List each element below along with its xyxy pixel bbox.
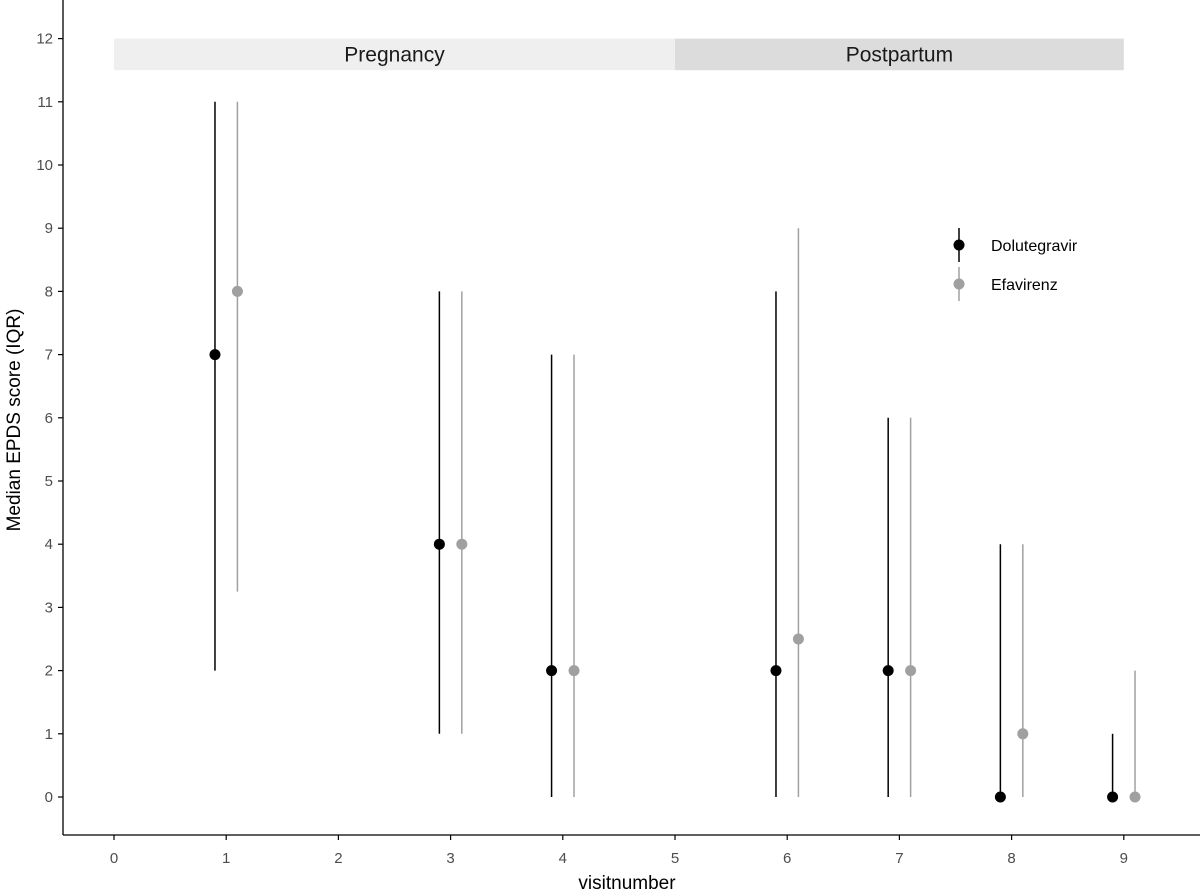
median-point-dolutegravir — [994, 791, 1006, 803]
x-tick-label: 2 — [334, 850, 342, 867]
legend-key-point-dolutegravir — [953, 239, 965, 251]
y-tick-label: 6 — [45, 410, 53, 427]
median-point-efavirenz — [1017, 728, 1029, 740]
y-tick-label: 8 — [45, 283, 53, 300]
y-tick-label: 9 — [45, 220, 53, 237]
y-tick-label: 11 — [37, 94, 53, 111]
median-point-dolutegravir — [546, 665, 558, 677]
x-axis-ticks: 0 1 2 3 4 5 6 7 8 9 — [110, 835, 1128, 867]
x-tick-label: 7 — [895, 850, 903, 867]
median-point-dolutegravir — [882, 665, 894, 677]
median-point-efavirenz — [792, 633, 804, 645]
y-tick-label: 4 — [45, 536, 53, 553]
median-point-efavirenz — [1129, 791, 1141, 803]
median-point-dolutegravir — [770, 665, 782, 677]
data-marks — [209, 101, 1141, 803]
x-tick-label: 8 — [1007, 850, 1015, 867]
median-point-efavirenz — [231, 285, 243, 297]
x-tick-label: 1 — [222, 850, 230, 867]
x-tick-label: 4 — [559, 850, 567, 867]
x-axis-label: visitnumber — [578, 873, 676, 894]
x-tick-label: 9 — [1120, 850, 1128, 867]
y-tick-label: 2 — [45, 663, 53, 680]
legend-key-point-efavirenz — [953, 278, 965, 290]
legend-label-efavirenz: Efavirenz — [991, 277, 1058, 294]
period-band-postpartum — [675, 38, 1124, 71]
y-tick-label: 7 — [45, 347, 53, 364]
median-point-dolutegravir — [433, 538, 445, 550]
y-axis-label: Median EPDS score (IQR) — [4, 309, 25, 532]
x-tick-label: 0 — [110, 850, 118, 867]
median-point-dolutegravir — [209, 349, 221, 361]
period-label-postpartum: Postpartum — [846, 43, 953, 66]
median-point-efavirenz — [905, 665, 917, 677]
y-tick-label: 0 — [45, 789, 53, 806]
y-tick-label: 3 — [45, 599, 53, 616]
y-tick-label: 5 — [45, 473, 53, 490]
x-tick-label: 6 — [783, 850, 791, 867]
y-tick-label: 12 — [36, 31, 53, 48]
x-tick-label: 5 — [671, 850, 679, 867]
legend: Dolutegravir Efavirenz — [953, 228, 1078, 301]
legend-label-dolutegravir: Dolutegravir — [991, 238, 1078, 255]
median-point-dolutegravir — [1107, 791, 1119, 803]
median-point-efavirenz — [456, 538, 468, 550]
period-bands: Pregnancy Postpartum — [114, 38, 1124, 71]
y-tick-label: 1 — [45, 726, 53, 743]
period-band-pregnancy — [114, 38, 675, 71]
median-point-efavirenz — [568, 665, 580, 677]
y-tick-label: 10 — [36, 157, 53, 174]
period-label-pregnancy: Pregnancy — [344, 43, 445, 66]
x-tick-label: 3 — [446, 850, 454, 867]
